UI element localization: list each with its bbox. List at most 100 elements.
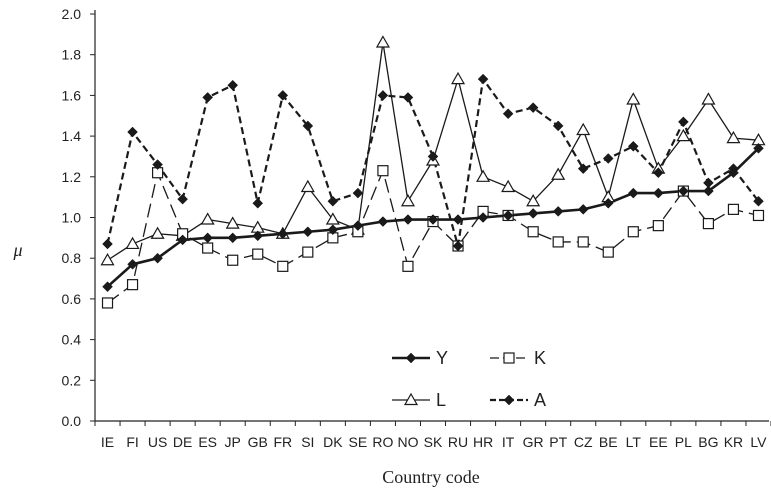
point-L-GR: [526, 194, 541, 207]
legend: Y K L A: [392, 348, 546, 410]
point-Y-GR: [527, 208, 539, 219]
series-points-L: [100, 35, 766, 266]
x-tick-label: DK: [323, 434, 343, 450]
x-tick-label: FR: [273, 434, 292, 450]
point-Y-IE: [102, 281, 113, 293]
point-L-CZ: [576, 122, 591, 136]
legend-label-L: L: [436, 390, 446, 410]
point-A-PT: [552, 120, 564, 132]
y-tick-label: 1.8: [62, 47, 82, 63]
x-tick-label: SK: [424, 434, 443, 450]
point-A-US: [152, 159, 163, 170]
point-Y-IT: [502, 210, 514, 221]
point-K-PT: [552, 236, 564, 248]
point-L-BG: [701, 92, 716, 105]
legend-marker-A: [503, 394, 515, 406]
point-A-IT: [502, 108, 514, 120]
y-tick-label: 1.2: [62, 169, 82, 185]
y-tick-labels: 0.0 0.2 0.4 0.6 0.8 1.0 1.2 1.4 1.6 1.8 2.0: [62, 6, 82, 429]
point-Y-KR: [728, 167, 739, 179]
x-tick-label: IE: [101, 434, 114, 450]
point-Y-US: [152, 252, 163, 264]
point-K-BE: [602, 246, 614, 258]
y-tick-label: 0.4: [62, 332, 82, 348]
point-Y-PL: [678, 185, 689, 197]
point-L-IT: [501, 179, 516, 193]
legend-marker-Y: [405, 352, 417, 364]
point-A-RU: [452, 240, 464, 252]
point-A-BE: [602, 153, 614, 164]
point-K-GB: [252, 248, 264, 260]
point-K-BG: [702, 218, 715, 230]
legend-item-Y: Y: [392, 348, 448, 368]
point-A-IE: [102, 238, 113, 250]
point-K-FR: [277, 260, 289, 272]
x-tick-labels: IE FI US DE ES JP GB FR SI DK SE RO NO SK RU HR IT GR PT CZ…: [101, 434, 767, 450]
point-A-SE: [352, 187, 364, 199]
point-Y-HR: [477, 212, 489, 223]
point-L-SI: [300, 179, 315, 193]
point-Y-FI: [127, 258, 138, 270]
y-tick-label: 2.0: [62, 6, 82, 22]
point-K-CZ: [577, 236, 589, 248]
point-A-FI: [127, 126, 138, 138]
point-L-US: [150, 226, 165, 239]
y-tick-label: 0.8: [62, 250, 82, 266]
point-Y-LV: [753, 142, 764, 154]
point-K-NO: [402, 260, 414, 272]
point-A-NO: [402, 92, 414, 103]
point-A-SK: [427, 151, 439, 162]
point-A-PL: [678, 116, 689, 128]
point-A-GR: [527, 102, 539, 113]
x-tick-label: GR: [523, 434, 544, 450]
legend-label-A: A: [534, 390, 546, 410]
point-K-ES: [202, 242, 214, 254]
x-tick-label: BE: [599, 434, 618, 450]
point-Y-SE: [352, 220, 364, 231]
legend-label-K: K: [534, 348, 546, 368]
point-L-PL: [676, 128, 691, 142]
point-Y-SK: [427, 214, 439, 225]
point-A-SI: [302, 120, 314, 132]
point-A-GB: [252, 197, 264, 209]
x-tick-label: NO: [397, 434, 418, 450]
point-A-LT: [627, 140, 639, 152]
x-tick-label: FI: [126, 434, 138, 450]
point-Y-RO: [377, 216, 389, 227]
point-Y-PT: [552, 206, 564, 217]
point-Y-BE: [602, 197, 614, 209]
x-tick-label: US: [148, 434, 167, 450]
x-tick-label: CZ: [574, 434, 593, 450]
point-Y-DK: [327, 224, 339, 236]
x-tick-label: SE: [349, 434, 368, 450]
point-L-ES: [200, 212, 215, 225]
point-A-CZ: [577, 163, 589, 175]
x-tick-label: IT: [502, 434, 515, 450]
point-L-PT: [551, 167, 566, 180]
point-Y-SI: [302, 226, 314, 238]
legend-item-L: L: [392, 390, 446, 410]
y-tick-label: 0.2: [62, 372, 82, 388]
point-A-HR: [477, 73, 489, 85]
y-tick-label: 1.4: [62, 128, 82, 144]
x-tick-label: RU: [448, 434, 468, 450]
point-A-EE: [652, 167, 664, 179]
x-tick-label: PT: [549, 434, 567, 450]
point-Y-JP: [227, 232, 239, 244]
x-tick-label: RO: [372, 434, 393, 450]
point-A-FR: [277, 90, 289, 101]
point-A-RO: [377, 90, 389, 101]
x-tick-label: HR: [473, 434, 493, 450]
point-A-LV: [753, 195, 764, 207]
legend-item-A: A: [490, 390, 546, 410]
x-tick-label: KR: [724, 434, 743, 450]
point-L-HR: [476, 169, 491, 182]
point-K-KR: [727, 203, 740, 215]
point-K-EE: [652, 220, 664, 232]
axes: [90, 10, 771, 426]
x-tick-label: SI: [301, 434, 314, 450]
y-tick-label: 1.6: [62, 87, 82, 103]
x-tick-label: LT: [626, 434, 642, 450]
